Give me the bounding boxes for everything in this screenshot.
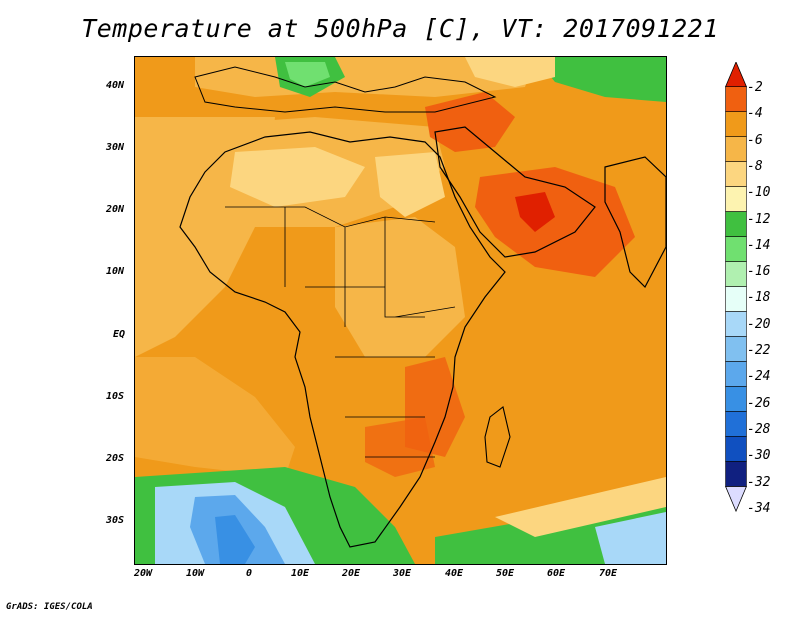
- northeast-green-patch: [535, 57, 666, 102]
- lon-label: 0: [246, 568, 253, 579]
- colorbar-label: -2: [747, 80, 763, 95]
- colorbar-top-arrow: [725, 62, 747, 88]
- sahara-pale-patch: [230, 147, 365, 207]
- lat-label: 10S: [106, 391, 125, 402]
- atlantic-south-band: [135, 357, 295, 477]
- colorbar-label: -20: [747, 317, 771, 332]
- colorbar-bottom-arrow: [725, 486, 747, 513]
- colorbar-segment: [725, 361, 747, 387]
- india-coastline: [604, 156, 666, 289]
- south-coldest-core: [215, 515, 255, 564]
- colorbar-segment: [725, 336, 747, 362]
- colorbar-segment: [725, 461, 747, 487]
- lon-label: 50E: [496, 568, 515, 579]
- colorbar-label: -14: [747, 238, 771, 253]
- middle-east-hot-region: [425, 92, 515, 152]
- lon-label: 70E: [599, 568, 618, 579]
- colorbar-segment: [725, 311, 747, 337]
- lat-label: 40N: [106, 80, 125, 91]
- colorbar-label: -26: [747, 396, 771, 411]
- africa-coastline: [179, 131, 506, 548]
- colorbar-label: -10: [747, 185, 771, 200]
- colorbar-label: -16: [747, 264, 771, 279]
- lat-label: EQ: [113, 329, 126, 340]
- colorbar-label: -12: [747, 212, 771, 227]
- colorbar-label: -32: [747, 475, 771, 490]
- colorbar-label: -34: [747, 501, 771, 516]
- colorbar-label: -24: [747, 369, 771, 384]
- arabia-hot-region: [475, 167, 635, 277]
- colorbar-segment: [725, 261, 747, 287]
- libya-pale-patch: [375, 152, 445, 217]
- central-africa-light: [335, 217, 465, 357]
- colorbar-label: -4: [747, 106, 763, 121]
- colorbar-segment: [725, 236, 747, 262]
- colorbar-label: -18: [747, 290, 771, 305]
- temperature-field: [135, 57, 666, 564]
- lon-label: 40E: [445, 568, 464, 579]
- lon-label: 20W: [134, 568, 153, 579]
- southern-africa-hot: [365, 417, 435, 477]
- colorbar-segment: [725, 86, 747, 112]
- map-title: Temperature at 500hPa [C], VT: 201709122…: [81, 14, 719, 43]
- colorbar-segment: [725, 136, 747, 162]
- arabia-core-hot: [515, 192, 555, 232]
- lon-label: 30E: [393, 568, 412, 579]
- europe-light-green-patch: [285, 62, 330, 87]
- lat-label: 20N: [106, 204, 125, 215]
- lat-label: 20S: [106, 453, 125, 464]
- colorbar-segment: [725, 186, 747, 212]
- arabia-coastline: [434, 126, 596, 258]
- colorbar-segment: [725, 211, 747, 237]
- colorbar-segment: [725, 386, 747, 412]
- colorbar-label: -6: [747, 133, 763, 148]
- colorbar-label: -30: [747, 448, 771, 463]
- colorbar-label: -8: [747, 159, 763, 174]
- colorbar-label: -28: [747, 422, 771, 437]
- colorbar-segment: [725, 161, 747, 187]
- lat-label: 30N: [106, 142, 125, 153]
- north-pale-band: [465, 57, 555, 87]
- colorbar-segment: [725, 436, 747, 462]
- south-indian-pale: [495, 477, 666, 537]
- colorbar-segment: [725, 111, 747, 137]
- colorbar: [725, 62, 747, 513]
- colorbar-label: -22: [747, 343, 771, 358]
- colorbar-segment: [725, 286, 747, 312]
- lon-label: 20E: [342, 568, 361, 579]
- country-borders: [225, 206, 456, 458]
- europe-coastline: [194, 66, 497, 113]
- grads-credit: GrADS: IGES/COLA: [6, 602, 93, 612]
- temperature-map[interactable]: [134, 56, 667, 565]
- lon-label: 10W: [186, 568, 205, 579]
- colorbar-segment: [725, 411, 747, 437]
- lat-label: 30S: [106, 515, 125, 526]
- lon-label: 10E: [291, 568, 310, 579]
- lat-label: 10N: [106, 266, 125, 277]
- madagascar-coastline: [484, 406, 511, 468]
- lon-label: 60E: [547, 568, 566, 579]
- south-indian-cold: [595, 512, 666, 564]
